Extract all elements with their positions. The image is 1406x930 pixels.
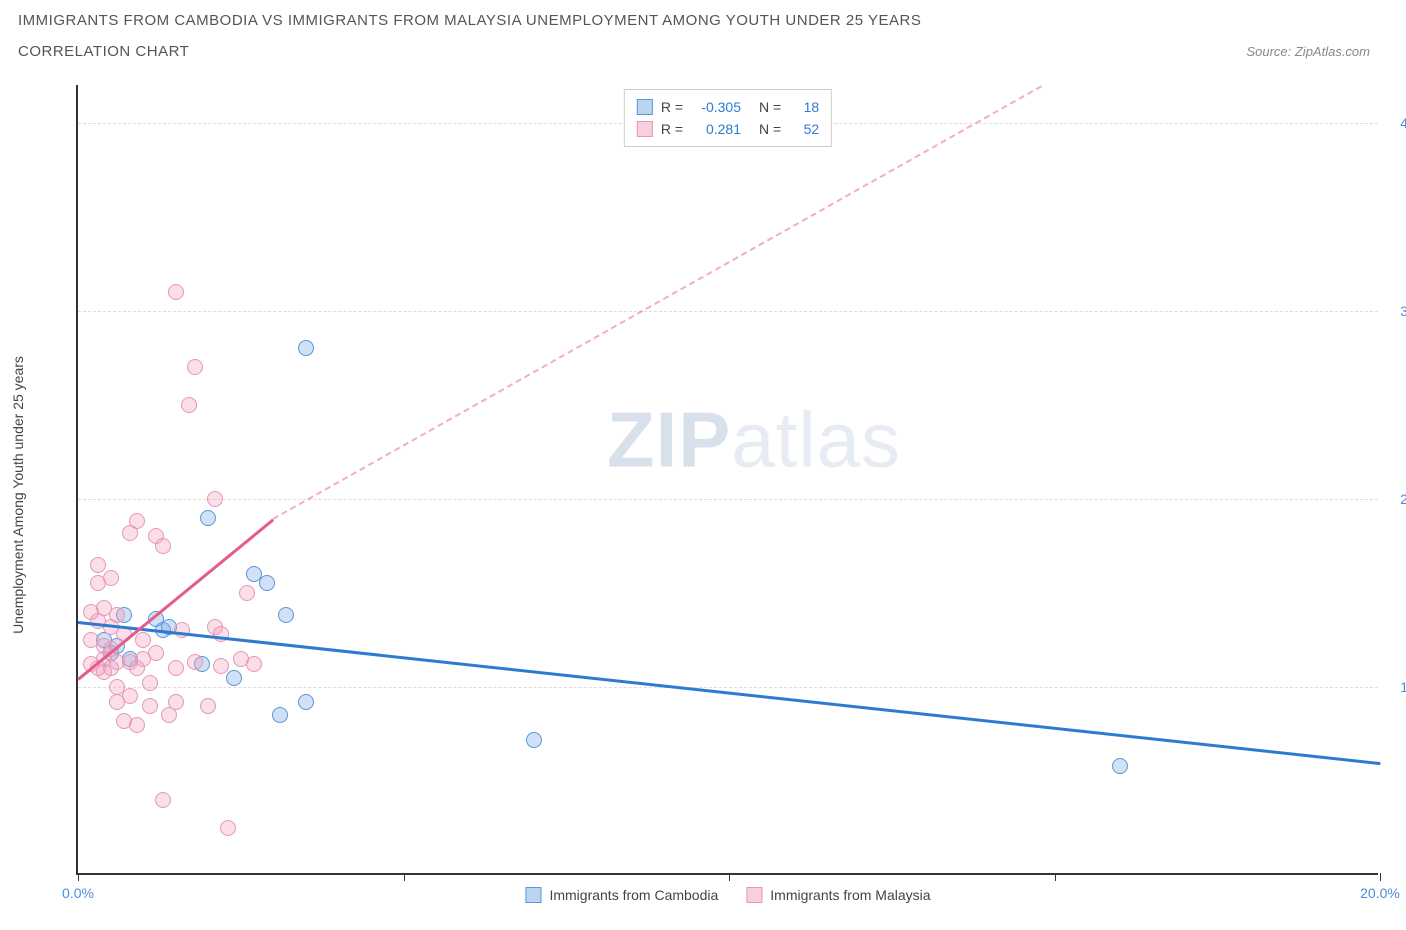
legend-series-item: Immigrants from Malaysia [746,887,930,903]
scatter-point-malaysia [168,660,184,676]
legend-correlation-row: R = -0.305 N = 18 [637,96,819,118]
legend-swatch [746,887,762,903]
scatter-point-malaysia [200,698,216,714]
scatter-point-malaysia [142,675,158,691]
scatter-point-malaysia [155,792,171,808]
trendline-dash-malaysia [273,85,1042,519]
scatter-point-cambodia [259,575,275,591]
scatter-point-malaysia [90,557,106,573]
legend-n-label: N = [759,99,781,115]
scatter-point-malaysia [187,359,203,375]
x-tick [1380,873,1381,881]
legend-series-label: Immigrants from Cambodia [549,887,718,903]
scatter-point-malaysia [168,284,184,300]
legend-series-item: Immigrants from Cambodia [525,887,718,903]
scatter-point-malaysia [174,622,190,638]
gridline-h [78,687,1378,688]
scatter-point-cambodia [526,732,542,748]
legend-r-value: -0.305 [691,99,741,115]
scatter-point-malaysia [246,656,262,672]
x-tick [1055,873,1056,881]
scatter-point-malaysia [129,717,145,733]
legend-swatch [525,887,541,903]
scatter-point-malaysia [220,820,236,836]
scatter-point-malaysia [181,397,197,413]
scatter-point-cambodia [298,340,314,356]
scatter-point-malaysia [213,626,229,642]
x-tick [404,873,405,881]
legend-n-label: N = [759,121,781,137]
scatter-point-malaysia [207,491,223,507]
x-tick-label: 0.0% [62,885,94,901]
legend-swatch [637,121,653,137]
scatter-point-malaysia [187,654,203,670]
scatter-point-malaysia [109,607,125,623]
scatter-point-malaysia [142,698,158,714]
legend-swatch [637,99,653,115]
legend-n-value: 18 [789,99,819,115]
chart-title-line1: IMMIGRANTS FROM CAMBODIA VS IMMIGRANTS F… [18,12,1388,29]
y-axis-label: Unemployment Among Youth under 25 years [10,356,26,634]
scatter-point-cambodia [272,707,288,723]
chart-title-line2: CORRELATION CHART [18,43,189,60]
y-tick-label: 10.0% [1400,679,1406,695]
scatter-point-malaysia [168,694,184,710]
y-tick-label: 20.0% [1400,491,1406,507]
chart-container: Unemployment Among Youth under 25 years … [58,85,1378,905]
legend-series-label: Immigrants from Malaysia [770,887,930,903]
trendline-cambodia [78,621,1380,765]
scatter-point-cambodia [200,510,216,526]
x-tick-label: 20.0% [1360,885,1400,901]
scatter-point-malaysia [122,688,138,704]
y-tick-label: 30.0% [1400,303,1406,319]
scatter-point-cambodia [278,607,294,623]
source-label: Source: ZipAtlas.com [1246,44,1388,59]
legend-r-label: R = [661,99,683,115]
x-tick [78,873,79,881]
scatter-point-malaysia [155,538,171,554]
scatter-point-malaysia [103,570,119,586]
y-tick-label: 40.0% [1400,115,1406,131]
legend-n-value: 52 [789,121,819,137]
legend-r-label: R = [661,121,683,137]
gridline-h [78,499,1378,500]
scatter-point-cambodia [298,694,314,710]
legend-correlation-row: R = 0.281 N = 52 [637,118,819,140]
scatter-point-cambodia [1112,758,1128,774]
scatter-point-cambodia [226,670,242,686]
legend-series: Immigrants from Cambodia Immigrants from … [525,887,930,903]
gridline-h [78,311,1378,312]
scatter-point-malaysia [239,585,255,601]
scatter-point-malaysia [135,632,151,648]
plot-area: ZIPatlas R =-0.305N =18R =0.281N =52 Imm… [76,85,1378,875]
scatter-point-malaysia [129,513,145,529]
scatter-point-malaysia [148,645,164,661]
legend-correlation: R = -0.305 N = 18 R = 0.281 N = 52 [624,89,832,147]
x-tick [729,873,730,881]
legend-r-value: 0.281 [691,121,741,137]
scatter-point-malaysia [213,658,229,674]
watermark: ZIPatlas [607,394,901,485]
